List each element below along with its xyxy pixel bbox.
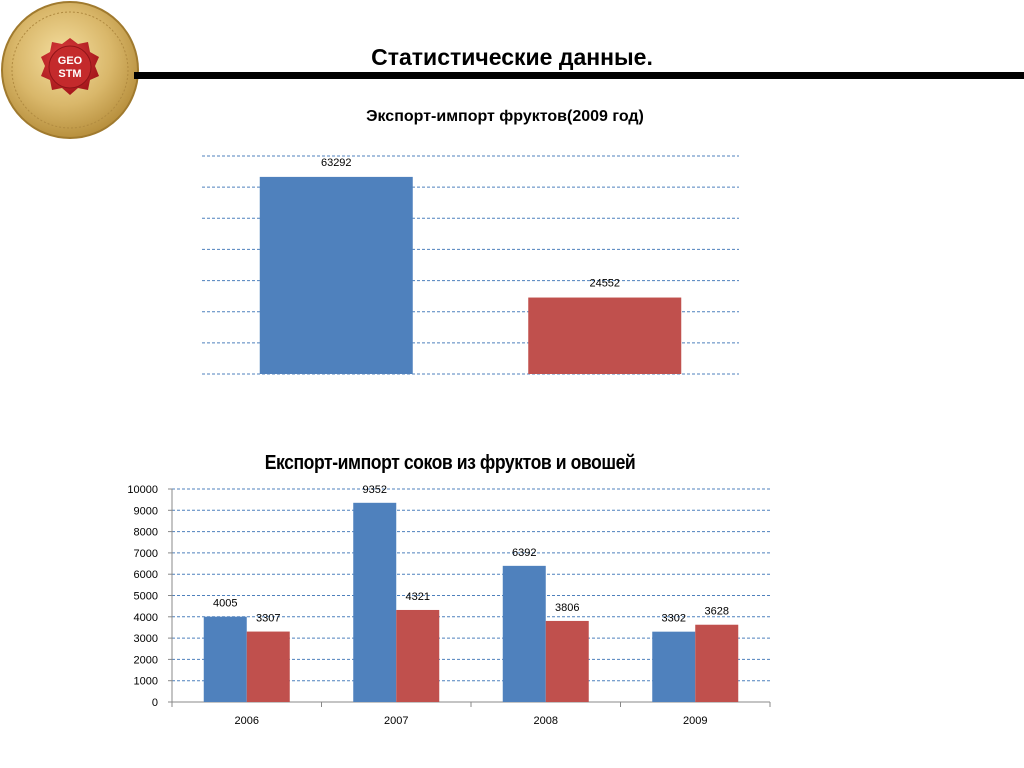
- bar: [259, 176, 413, 374]
- data-label: 63292: [321, 157, 352, 169]
- bar: [545, 620, 589, 702]
- x-tick-label: 2007: [384, 715, 408, 727]
- x-tick-label: 2008: [534, 715, 558, 727]
- y-tick-label: 9000: [134, 505, 158, 517]
- bar: [652, 631, 696, 702]
- geo-stm-logo: GEO STM: [0, 0, 142, 142]
- y-tick-label: 4000: [134, 612, 158, 624]
- header-rule: [134, 72, 1024, 79]
- y-tick-label: 8000: [134, 527, 158, 539]
- data-label: 3302: [662, 613, 686, 625]
- bar: [396, 609, 440, 702]
- bar: [695, 624, 739, 702]
- data-label: 3307: [256, 613, 280, 625]
- y-tick-label: 7000: [134, 548, 158, 560]
- data-label: 6392: [512, 547, 536, 559]
- y-tick-label: 5000: [134, 591, 158, 603]
- data-label: 4321: [406, 591, 430, 603]
- bar: [353, 502, 397, 702]
- data-label: 3628: [705, 606, 729, 618]
- bar: [502, 565, 546, 702]
- y-tick-label: 3000: [134, 633, 158, 645]
- page-title: Статистические данные.: [371, 44, 653, 70]
- logo-text-line1: GEO: [58, 55, 83, 67]
- bar: [246, 631, 290, 702]
- x-tick-label: 2009: [683, 715, 707, 727]
- chart1-title: Экспорт-импорт фруктов(2009 год): [366, 108, 644, 125]
- data-label: 24552: [589, 278, 620, 290]
- logo-text-line2: STM: [58, 68, 81, 80]
- data-label: 3806: [555, 602, 579, 614]
- y-tick-label: 1000: [134, 676, 158, 688]
- data-label: 4005: [213, 598, 237, 610]
- bar: [528, 297, 682, 374]
- y-tick-label: 2000: [134, 654, 158, 666]
- chart2-title: Експорт-импорт соков из фруктов и овошей: [264, 452, 636, 474]
- y-tick-label: 10000: [127, 484, 158, 496]
- y-tick-label: 0: [152, 697, 158, 709]
- y-tick-label: 6000: [134, 569, 158, 581]
- data-label: 9352: [363, 484, 387, 496]
- x-tick-label: 2006: [235, 715, 259, 727]
- bar: [203, 616, 247, 702]
